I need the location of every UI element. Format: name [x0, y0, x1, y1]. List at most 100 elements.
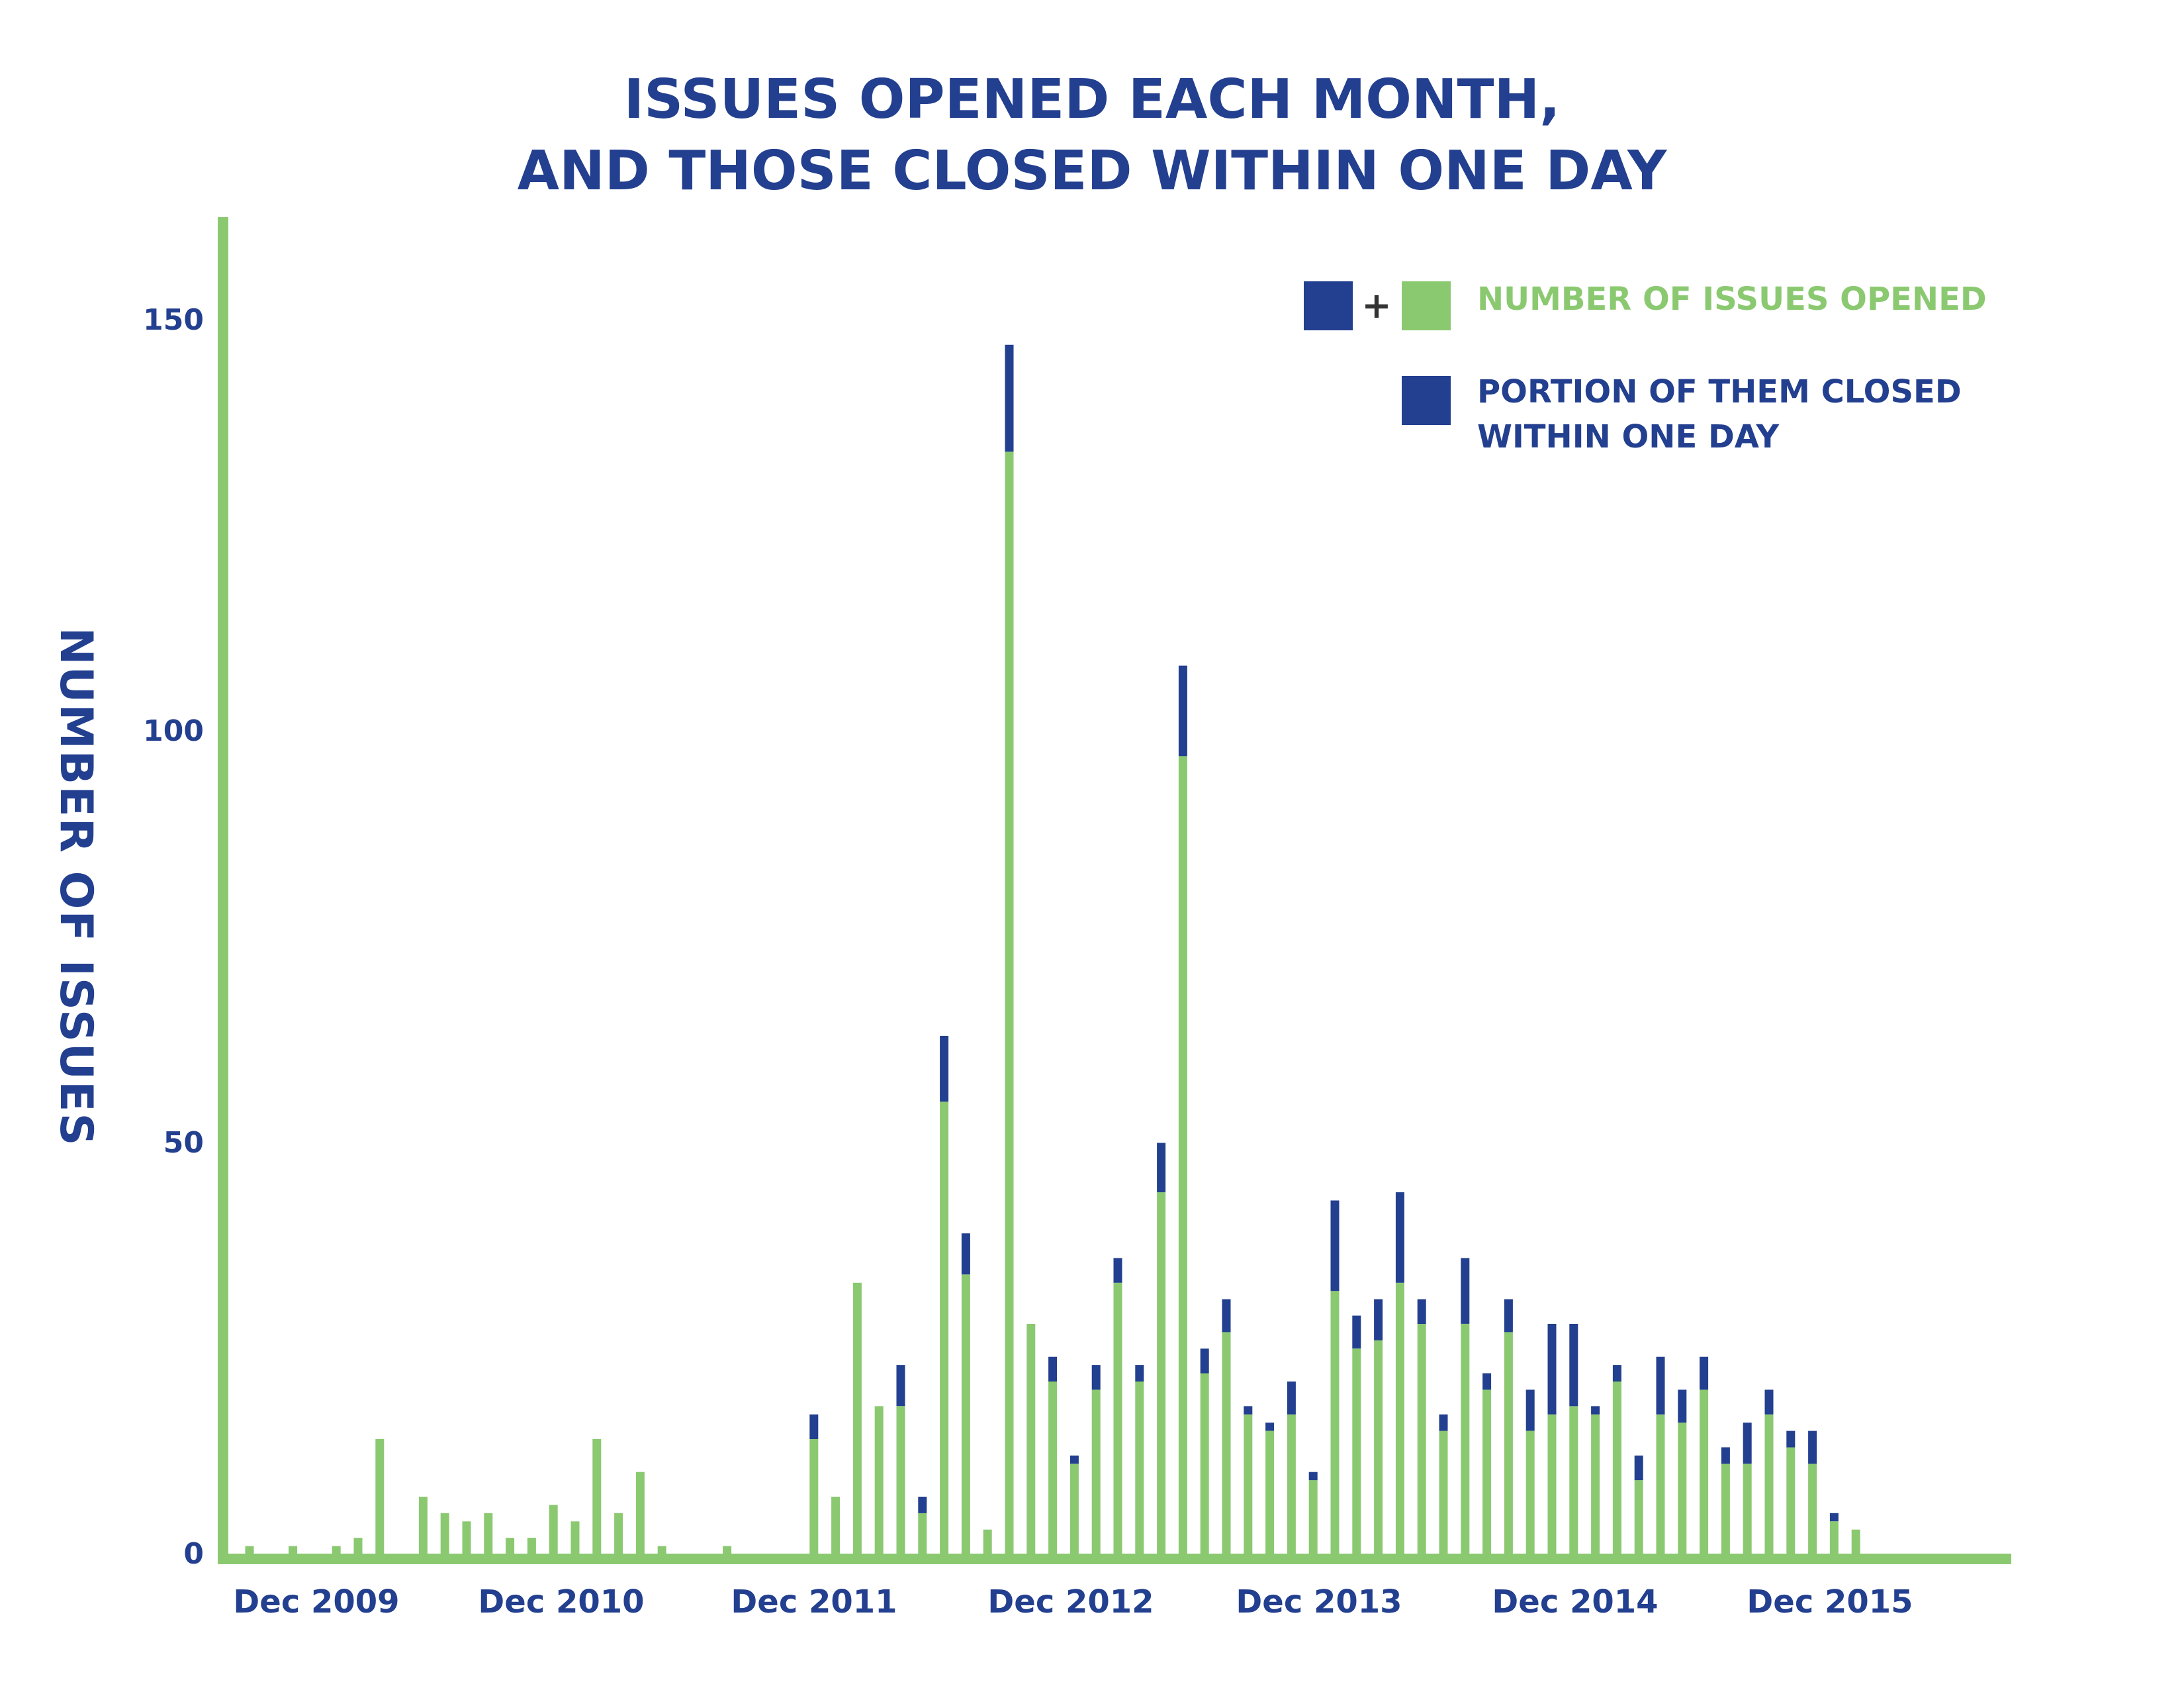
legend: + NUMBER OF ISSUES OPENED PORTION OF THE…: [1304, 281, 1987, 455]
bar-opened-dec-2011: [831, 1497, 841, 1554]
bar-opened-aug-2010: [484, 1513, 493, 1554]
bar-opened-jun-2013: [1222, 1332, 1231, 1554]
bar-opened-feb-2011: [614, 1513, 623, 1554]
bar-closed-jun-2013: [1222, 1299, 1231, 1333]
bar-opened-mar-2015: [1678, 1423, 1687, 1554]
bar-opened-jun-2012: [961, 1274, 970, 1554]
bar-closed-nov-2011: [809, 1414, 819, 1439]
bar-opened-oct-2015: [1829, 1521, 1839, 1554]
bar-closed-sep-2014: [1547, 1324, 1557, 1415]
bar-closed-jun-2014: [1482, 1373, 1492, 1390]
bar-opened-nov-2010: [549, 1505, 558, 1554]
bar-opened-apr-2012: [918, 1513, 927, 1554]
bar-opened-jan-2015: [1634, 1480, 1643, 1554]
bar-opened-mar-2013: [1157, 1192, 1166, 1554]
x-axis-line: [218, 1554, 2011, 1564]
bar-opened-dec-2010: [570, 1521, 580, 1554]
bar-opened-sep-2013: [1287, 1414, 1296, 1554]
bar-closed-mar-2012: [896, 1365, 905, 1407]
bar-closed-apr-2012: [918, 1497, 927, 1513]
y-axis-label: NUMBER OF ISSUES: [50, 628, 102, 1147]
bar-closed-jul-2014: [1504, 1299, 1513, 1333]
bar-opened-jan-2010: [332, 1546, 341, 1554]
bar-closed-dec-2014: [1612, 1365, 1621, 1382]
bar-closed-oct-2013: [1308, 1472, 1318, 1481]
x-tick-label-dec-2012: Dec 2012: [987, 1583, 1154, 1620]
bar-closed-nov-2013: [1330, 1200, 1340, 1291]
bar-opened-nov-2011: [809, 1439, 819, 1554]
bar-opened-nov-2012: [1069, 1464, 1079, 1554]
bar-closed-oct-2012: [1048, 1356, 1058, 1382]
bar-closed-mar-2014: [1417, 1299, 1426, 1324]
bar-opened-mar-2011: [635, 1472, 645, 1554]
x-tick-label-dec-2014: Dec 2014: [1492, 1583, 1658, 1620]
bar-closed-jul-2015: [1764, 1389, 1774, 1415]
bar-opened-jan-2014: [1374, 1340, 1383, 1554]
bar-closed-oct-2015: [1829, 1513, 1839, 1522]
bar-closed-feb-2015: [1656, 1356, 1665, 1415]
bar-opened-aug-2014: [1525, 1430, 1535, 1554]
bar-closed-jan-2014: [1374, 1299, 1383, 1340]
bar-closed-feb-2013: [1135, 1365, 1144, 1382]
bar-closed-jan-2013: [1113, 1258, 1122, 1283]
y-axis-line: [218, 217, 228, 1560]
bar-closed-jun-2012: [961, 1233, 970, 1275]
bar-opened-sep-2014: [1547, 1414, 1557, 1554]
bar-closed-aug-2015: [1786, 1430, 1796, 1448]
bar-opened-may-2013: [1200, 1373, 1209, 1554]
legend-opened-label: NUMBER OF ISSUES OPENED: [1477, 281, 1987, 318]
bar-opened-nov-2014: [1591, 1414, 1600, 1554]
bar-opened-may-2012: [940, 1102, 949, 1554]
bar-closed-mar-2015: [1678, 1389, 1687, 1423]
bar-closed-oct-2014: [1569, 1324, 1578, 1407]
bar-opened-jun-2014: [1482, 1389, 1492, 1554]
x-tick-label-dec-2011: Dec 2011: [731, 1583, 897, 1620]
bar-opened-feb-2015: [1656, 1414, 1665, 1554]
bar-closed-may-2014: [1461, 1258, 1470, 1324]
bar-opened-jul-2014: [1504, 1332, 1513, 1554]
bar-opened-dec-2013: [1352, 1348, 1361, 1555]
chart-title-line-1: ISSUES OPENED EACH MONTH,: [623, 68, 1561, 131]
bar-opened-feb-2014: [1395, 1282, 1404, 1554]
bar-closed-jan-2015: [1634, 1455, 1643, 1481]
bar-opened-sep-2012: [1026, 1324, 1036, 1554]
x-tick-label-dec-2015: Dec 2015: [1747, 1583, 1913, 1620]
bar-closed-apr-2013: [1178, 665, 1187, 757]
y-tick-label-100: 100: [143, 714, 204, 748]
bar-opened-apr-2013: [1178, 756, 1187, 1554]
bar-opened-feb-2013: [1135, 1382, 1144, 1554]
bar-opened-oct-2014: [1569, 1406, 1578, 1554]
bar-opened-sep-2015: [1808, 1464, 1817, 1554]
legend-opened-swatch: [1402, 281, 1451, 330]
bar-closed-aug-2012: [1005, 344, 1014, 452]
bar-opened-may-2010: [418, 1497, 428, 1554]
bars-group: [245, 344, 1860, 1555]
bar-opened-jul-2010: [462, 1521, 471, 1554]
bar-opened-jul-2015: [1764, 1414, 1774, 1554]
bar-opened-jun-2015: [1743, 1464, 1752, 1554]
bar-opened-jul-2013: [1244, 1414, 1253, 1554]
bar-closed-aug-2014: [1525, 1389, 1535, 1431]
bar-opened-oct-2012: [1048, 1382, 1058, 1554]
bar-opened-jan-2012: [852, 1282, 862, 1554]
bar-opened-jul-2011: [723, 1546, 732, 1554]
bar-opened-apr-2011: [657, 1546, 666, 1554]
bar-opened-dec-2014: [1612, 1382, 1621, 1554]
x-tick-label-dec-2010: Dec 2010: [478, 1583, 644, 1620]
bar-opened-mar-2010: [375, 1439, 385, 1554]
bar-closed-jun-2015: [1743, 1423, 1752, 1464]
bar-opened-jan-2013: [1113, 1282, 1122, 1554]
bar-opened-may-2015: [1721, 1464, 1730, 1554]
bar-opened-dec-2012: [1091, 1389, 1101, 1554]
bar-closed-may-2013: [1200, 1348, 1209, 1374]
bar-closed-dec-2012: [1091, 1365, 1101, 1390]
y-tick-label-0: 0: [183, 1537, 204, 1571]
bar-opened-apr-2015: [1700, 1389, 1709, 1554]
y-tick-label-150: 150: [143, 303, 204, 337]
bar-opened-mar-2014: [1417, 1324, 1426, 1554]
legend-closed-swatch-combo: [1304, 281, 1353, 330]
bar-opened-aug-2012: [1005, 451, 1014, 1554]
bar-closed-apr-2015: [1700, 1356, 1709, 1390]
bar-opened-jul-2012: [983, 1529, 992, 1554]
